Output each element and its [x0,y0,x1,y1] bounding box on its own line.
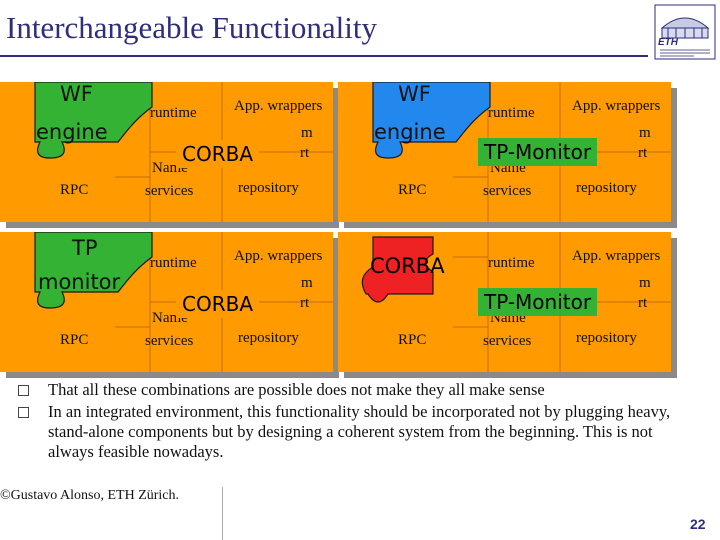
runtime-label: runtime [488,105,535,121]
eth-logo: ETH [654,4,716,60]
panel-wf-corba: WF engine RPC runtime App. wrappers m rt Name se… [0,82,340,232]
repository-label: repository [576,330,637,346]
puzzle-svg [0,82,339,228]
overlay-label: TP-Monitor [478,138,598,166]
overlay-label: CORBA [176,290,260,318]
hidden-text-1: m [639,275,651,291]
panel-corba-tpmonitor: CORBA RPC runtime App. wrappers m rt Name servi… [338,232,678,382]
hidden-text-2: rt [300,295,310,311]
colored-puzzle-piece [34,82,153,159]
hidden-text-1: m [301,125,313,141]
hidden-text-1: m [301,275,313,291]
services-label: services [483,183,532,199]
piece-label-line1: TP [72,236,98,260]
footer-author: ©Gustavo Alonso, ETH Zürich. [0,488,180,503]
piece-label-line1: WF [60,82,93,106]
eth-logo-text: ETH [658,37,678,48]
piece-label: CORBA [370,254,445,278]
app-wrappers-label: App. wrappers [234,98,323,114]
panel-wf-tpmonitor: WF engine RPC runtime App. wrappers m rt Name se… [338,82,678,232]
runtime-label: runtime [150,105,197,121]
eth-building-logo-icon [654,4,716,60]
services-label: services [483,333,532,349]
bullet-box-icon [18,407,29,418]
colored-puzzle-piece [372,82,491,159]
bullet-item: That all these combinations are possible… [18,380,698,400]
colored-puzzle-piece [361,236,434,303]
footer-divider [222,487,223,540]
runtime-label: runtime [488,255,535,271]
runtime-label: runtime [150,255,197,271]
repository-label: repository [576,180,637,196]
app-wrappers-label: App. wrappers [572,248,661,264]
bullet-text: In an integrated environment, this funct… [48,402,671,461]
page-number: 22 [690,516,706,532]
hidden-text-1: m [639,125,651,141]
rpc-label: RPC [398,332,427,348]
services-label: services [145,183,194,199]
app-wrappers-label: App. wrappers [572,98,661,114]
overlay-label: CORBA [176,140,260,168]
hidden-text-2: rt [300,145,310,161]
bullet-list: That all these combinations are possible… [18,380,698,464]
colored-puzzle-piece [34,232,153,309]
rpc-label: RPC [60,182,89,198]
piece-label-line2: monitor [38,270,121,294]
app-wrappers-label: App. wrappers [234,248,323,264]
panel-tp-corba: TP monitor RPC runtime App. wrappers m rt Name s… [0,232,340,382]
repository-label: repository [238,180,299,196]
hidden-text-2: rt [638,145,648,161]
bullet-text: That all these combinations are possible… [48,380,545,399]
bullet-box-icon [18,385,29,396]
overlay-label: TP-Monitor [478,288,598,316]
puzzle-svg [0,232,339,378]
rpc-label: RPC [398,182,427,198]
slide-title: Interchangeable Functionality [6,10,378,45]
piece-label-line1: WF [398,82,431,106]
rpc-label: RPC [60,332,89,348]
title-underline [0,55,648,57]
piece-label-line2: engine [374,120,446,144]
services-label: services [145,333,194,349]
bullet-item: In an integrated environment, this funct… [18,402,698,462]
repository-label: repository [238,330,299,346]
piece-label-line2: engine [36,120,108,144]
hidden-text-2: rt [638,295,648,311]
